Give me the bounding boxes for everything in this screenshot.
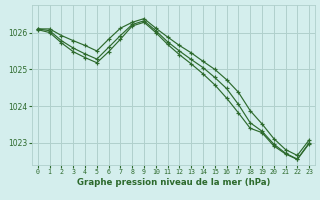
X-axis label: Graphe pression niveau de la mer (hPa): Graphe pression niveau de la mer (hPa) — [77, 178, 270, 187]
